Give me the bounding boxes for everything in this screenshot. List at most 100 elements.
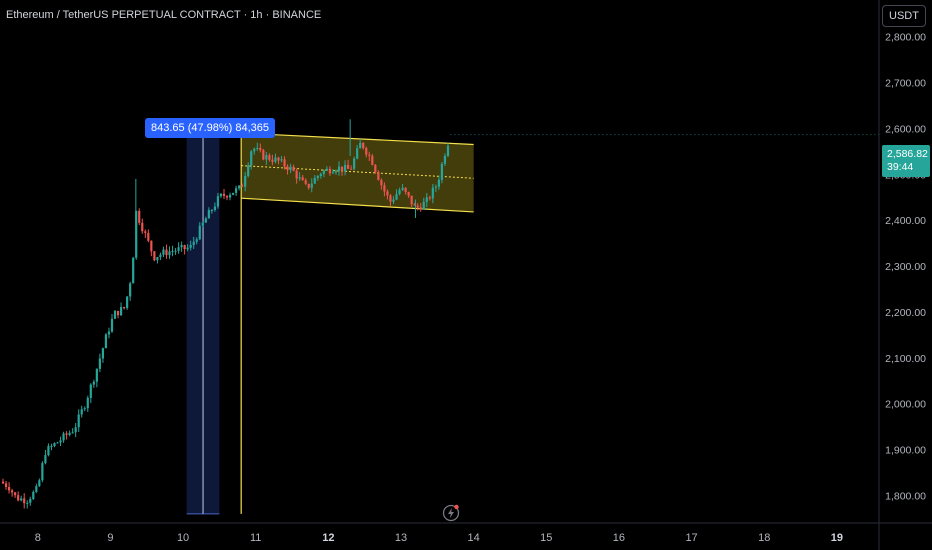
candle-body [50, 445, 53, 447]
time-tick-label: 14 [468, 532, 480, 544]
candle-body [356, 148, 359, 159]
candle-body [446, 145, 450, 156]
candle-body [38, 480, 41, 487]
candle-body [244, 176, 247, 187]
time-tick-label: 19 [831, 532, 843, 544]
candle-body [68, 432, 71, 435]
bar-countdown: 39:44 [887, 161, 914, 173]
candle-body [210, 210, 213, 212]
candle-body [434, 186, 437, 188]
candle-body [225, 196, 229, 198]
candle-body [189, 244, 192, 248]
candle-body [265, 155, 268, 160]
candle-body [147, 232, 150, 241]
parallel-channel[interactable] [240, 132, 474, 514]
candle-body [74, 427, 77, 433]
candle-body [11, 490, 14, 493]
price-axis[interactable]: 1,800.00 1,900.00 2,000.00 2,100.00 2,200.00… [450, 32, 926, 503]
candle-body [198, 225, 201, 240]
candle-body [283, 159, 286, 167]
candle-body [365, 147, 368, 155]
candle-body [44, 455, 47, 464]
candle-body [428, 197, 431, 199]
candle-body [377, 172, 380, 180]
price-tick-label: 2,200.00 [885, 307, 926, 319]
candle-body [274, 157, 277, 162]
candle-body [371, 155, 374, 165]
price-tick-label: 2,000.00 [885, 399, 926, 411]
candle-body [62, 433, 65, 441]
candle-body [204, 218, 207, 223]
price-tick-label: 1,900.00 [885, 445, 926, 457]
candle-body [77, 414, 80, 428]
flash-icon[interactable] [442, 504, 460, 522]
candle-body [298, 177, 301, 179]
last-price-value: 2,586.82 [887, 148, 928, 160]
candle-body [141, 222, 144, 232]
candle-body [346, 164, 350, 169]
candle-body [26, 502, 29, 504]
candle-body [83, 408, 86, 410]
candle-body [138, 210, 141, 223]
candle-body [59, 440, 62, 443]
candles [1, 119, 450, 509]
candle-body [234, 188, 238, 193]
candle-body [107, 331, 111, 335]
candle-body [416, 205, 419, 208]
candle-body [277, 157, 280, 161]
price-tick-label: 2,700.00 [885, 78, 926, 90]
time-tick-label: 15 [540, 532, 552, 544]
candle-body [228, 194, 232, 198]
channel-median-line [241, 165, 474, 179]
candle-body [343, 164, 347, 172]
candle-body [413, 204, 416, 206]
candle-body [286, 166, 289, 171]
candle-body [165, 249, 168, 256]
time-tick-label: 13 [395, 532, 407, 544]
candle-body [104, 334, 108, 349]
candle-body [304, 180, 307, 184]
candle-body [14, 492, 17, 496]
candle-body [386, 191, 389, 196]
candle-body [437, 179, 440, 187]
candle-body [407, 192, 410, 196]
candle-body [307, 183, 310, 188]
candle-body [95, 368, 98, 382]
candle-body [362, 142, 365, 148]
candle-body [144, 231, 147, 233]
candle-body [174, 250, 177, 252]
currency-unit-button[interactable]: USDT [882, 5, 926, 27]
candle-body [383, 185, 386, 192]
candle-body [71, 432, 74, 434]
candle-body [219, 193, 223, 197]
candle-body [56, 442, 59, 444]
candle-body [238, 185, 241, 189]
candle-body [29, 499, 32, 503]
price-tick-label: 2,300.00 [885, 261, 926, 273]
candle-body [35, 486, 38, 492]
candle-body [65, 433, 68, 435]
candle-body [247, 165, 250, 177]
candle-body [256, 147, 259, 149]
candle-body [150, 240, 153, 252]
time-axis[interactable]: 8 9 10 11 12 13 14 15 16 17 18 19 [35, 532, 843, 544]
symbol-title[interactable]: Ethereum / TetherUS PERPETUAL CONTRACT ·… [6, 9, 322, 21]
measure-tool[interactable] [186, 127, 220, 515]
candle-body [292, 166, 295, 171]
time-tick-label: 8 [35, 532, 41, 544]
channel-upper-line [241, 132, 474, 146]
candle-body [259, 147, 262, 151]
candle-body [207, 210, 210, 219]
candle-body [41, 463, 44, 481]
candle-body [271, 159, 274, 162]
price-tick-label: 2,800.00 [885, 32, 926, 44]
candle-body [410, 195, 413, 205]
candle-body [201, 222, 204, 226]
candle-body [101, 348, 105, 359]
time-tick-label: 11 [250, 532, 261, 544]
candle-body [253, 148, 256, 152]
candle-body [177, 247, 180, 251]
candle-body [268, 155, 271, 160]
candle-body [119, 307, 123, 316]
